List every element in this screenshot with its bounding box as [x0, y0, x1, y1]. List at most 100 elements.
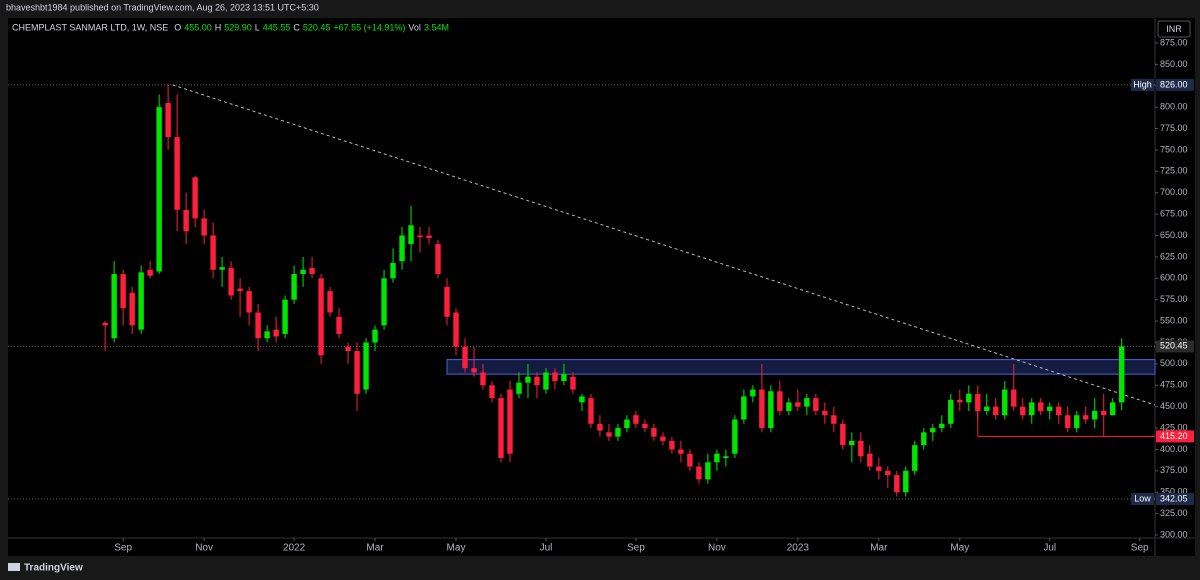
- candle-body: [111, 274, 117, 339]
- candle-body: [336, 316, 342, 334]
- candle-body: [246, 291, 252, 313]
- candle-body: [570, 376, 576, 390]
- candle-body: [795, 402, 801, 407]
- candle-body: [696, 466, 702, 480]
- candle-body: [678, 449, 684, 454]
- footer-logo: [8, 563, 20, 571]
- candle-body: [885, 470, 891, 476]
- y-tick-label: 750.00: [1160, 144, 1188, 154]
- candle-body: [975, 393, 981, 411]
- candle-body: [822, 410, 828, 416]
- x-tick-label: May: [447, 543, 466, 554]
- price-axis: [1155, 18, 1195, 538]
- candle-body: [588, 398, 594, 424]
- x-tick-label: Sep: [1131, 543, 1149, 554]
- candle-body: [669, 440, 675, 450]
- y-tick-label: 775.00: [1160, 123, 1188, 133]
- candle-body: [993, 406, 999, 416]
- currency-label: INR: [1166, 24, 1182, 34]
- logo-shape: [8, 563, 20, 571]
- x-tick-label: 2023: [787, 543, 810, 554]
- candle-body: [219, 267, 225, 270]
- candle-body: [534, 376, 540, 386]
- ohlc-key: H: [215, 22, 222, 32]
- ohlc-value: 445.55: [263, 22, 291, 32]
- low_marker-tag: [1131, 493, 1154, 506]
- candle-body: [417, 235, 423, 238]
- candle-body: [165, 102, 171, 138]
- ohlc-key: C: [293, 22, 300, 32]
- candle-body: [732, 419, 738, 454]
- candle-body: [237, 288, 243, 292]
- ohlc-value: 520.45: [303, 22, 331, 32]
- symbol: CHEMPLAST SANMAR LTD, 1W, NSE: [12, 22, 168, 32]
- volume-key: Vol: [408, 22, 421, 32]
- publisher-line: bhaveshbt1984 published on TradingView.c…: [6, 2, 319, 12]
- candle-body: [1101, 410, 1107, 416]
- candle-body: [327, 291, 333, 313]
- ohlc-value: 455.00: [184, 22, 212, 32]
- candle-body: [174, 137, 180, 210]
- candle-body: [579, 396, 585, 403]
- candle-body: [291, 274, 297, 300]
- x-tick-label: Nov: [195, 543, 213, 554]
- candle-body: [138, 272, 144, 330]
- candle-body: [210, 235, 216, 270]
- candle-body: [849, 440, 855, 446]
- candle-body: [1047, 406, 1053, 411]
- candle-body: [381, 278, 387, 326]
- y-tick-label: 575.00: [1160, 294, 1188, 304]
- candle-body: [1074, 415, 1080, 429]
- candle-body: [426, 235, 432, 239]
- candle-body: [120, 274, 126, 309]
- candle-body: [912, 445, 918, 471]
- candle-body: [282, 299, 288, 334]
- candle-body: [660, 436, 666, 441]
- candle-body: [651, 428, 657, 437]
- candle-body: [300, 269, 306, 275]
- high_marker-label: High: [1133, 79, 1152, 89]
- high-value: 826.00: [1160, 79, 1188, 89]
- candle-body: [1011, 389, 1017, 407]
- candle-body: [615, 428, 621, 437]
- candle-body: [813, 398, 819, 411]
- candle-body: [876, 466, 882, 471]
- candle-body: [624, 419, 630, 429]
- y-tick-label: 300.00: [1160, 529, 1188, 539]
- x-tick-label: Mar: [366, 543, 384, 554]
- candle-body: [156, 107, 162, 272]
- y-tick-label: 325.00: [1160, 508, 1188, 518]
- candle-body: [1029, 402, 1035, 416]
- candle-body: [642, 423, 648, 429]
- candle-body: [462, 346, 468, 369]
- candle-body: [804, 398, 810, 407]
- last-price-box: [1156, 340, 1194, 353]
- currency-button[interactable]: [1157, 20, 1191, 38]
- trend-line: [172, 84, 1156, 406]
- x-tick-label: Mar: [870, 543, 888, 554]
- low_marker-label: Low: [1134, 493, 1151, 503]
- candle-body: [363, 342, 369, 390]
- candle-body: [561, 374, 567, 381]
- y-tick-label: 500.00: [1160, 358, 1188, 368]
- candle-body: [957, 399, 963, 403]
- candle-body: [768, 391, 774, 429]
- x-tick-label: Jul: [540, 543, 553, 554]
- ohlc-value: 529.90: [224, 22, 252, 32]
- candle-body: [1056, 406, 1062, 416]
- footer-brand: TradingView: [24, 563, 83, 574]
- candle-body: [759, 389, 765, 429]
- candle-body: [480, 372, 486, 386]
- candle-body: [399, 235, 405, 262]
- x-tick-label: Sep: [114, 543, 132, 554]
- high_marker-tag: [1131, 78, 1154, 91]
- candle-body: [201, 218, 207, 236]
- candle-body: [408, 225, 414, 245]
- y-tick-label: 850.00: [1160, 59, 1188, 69]
- y-tick-label: 675.00: [1160, 208, 1188, 218]
- candle-body: [903, 470, 909, 493]
- candle-body: [318, 278, 324, 356]
- candle-body: [354, 351, 360, 394]
- candle-body: [183, 209, 189, 232]
